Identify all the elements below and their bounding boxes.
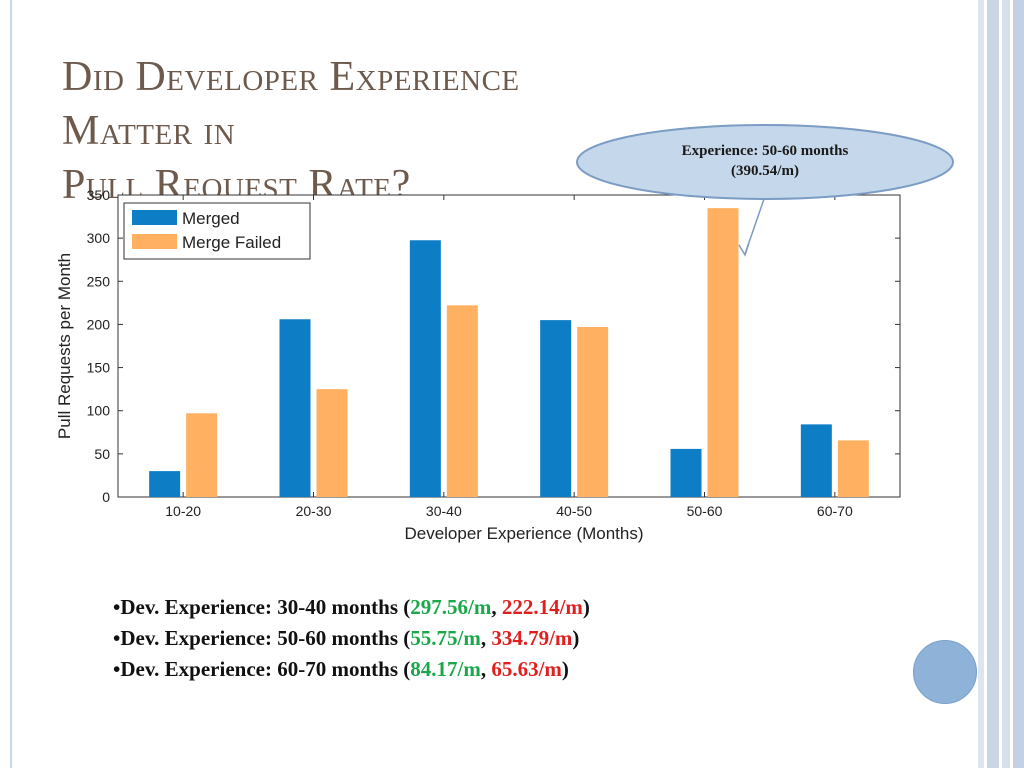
callout-line-1: Experience: 50-60 months bbox=[681, 143, 849, 159]
bar-merged bbox=[670, 448, 702, 497]
x-tick-label: 40-50 bbox=[556, 503, 592, 519]
bullet-paren-open: ( bbox=[403, 626, 411, 650]
failed-value: 65.63/m bbox=[491, 657, 562, 681]
legend-label: Merge Failed bbox=[182, 233, 281, 252]
bullet-list: •Dev. Experience: 30-40 months (297.56/m… bbox=[113, 592, 873, 685]
bar-merge-failed bbox=[707, 208, 739, 497]
callout-bubble bbox=[576, 124, 954, 200]
bullet-item: •Dev. Experience: 50-60 months (55.75/m,… bbox=[113, 623, 873, 654]
merged-value: 84.17/m bbox=[410, 657, 481, 681]
y-tick-label: 50 bbox=[94, 446, 110, 462]
bullet-text: •Dev. Experience: 60-70 months bbox=[113, 657, 404, 681]
bullet-separator: , bbox=[480, 657, 492, 681]
x-tick-label: 30-40 bbox=[426, 503, 462, 519]
bar-merged bbox=[409, 240, 441, 497]
slide-left-border bbox=[10, 0, 12, 768]
bar-merge-failed bbox=[577, 327, 609, 497]
x-tick-label: 50-60 bbox=[687, 503, 723, 519]
slide-right-stripes bbox=[978, 0, 1024, 768]
bar-merge-failed bbox=[837, 440, 869, 497]
bullet-item: •Dev. Experience: 30-40 months (297.56/m… bbox=[113, 592, 873, 623]
x-axis-label: Developer Experience (Months) bbox=[404, 524, 643, 543]
y-tick-label: 200 bbox=[87, 316, 111, 332]
callout-line-2: (390.54/m) bbox=[731, 163, 799, 179]
bar-merged bbox=[149, 471, 181, 497]
y-tick-label: 250 bbox=[87, 273, 111, 289]
y-tick-label: 350 bbox=[87, 187, 111, 203]
failed-value: 334.79/m bbox=[491, 626, 573, 650]
bar-merged bbox=[800, 424, 832, 497]
legend-swatch bbox=[132, 234, 177, 249]
bar-merged bbox=[540, 320, 572, 497]
x-tick-label: 10-20 bbox=[165, 503, 201, 519]
legend-label: Merged bbox=[182, 209, 240, 228]
bullet-separator: , bbox=[491, 595, 502, 619]
x-tick-label: 20-30 bbox=[296, 503, 332, 519]
failed-value: 222.14/m bbox=[501, 595, 583, 619]
title-line-1: Did Developer Experience Matter in bbox=[62, 54, 520, 154]
bar-merged bbox=[279, 319, 311, 497]
bullet-text: •Dev. Experience: 50-60 months bbox=[113, 626, 404, 650]
x-tick-label: 60-70 bbox=[817, 503, 853, 519]
bullet-paren-open: ( bbox=[403, 657, 411, 681]
chart-plot-layer: 0 50 100 150 200 250 300 350 10-20 20-30 30-40 40-5… bbox=[55, 187, 901, 543]
bullet-paren-open: ( bbox=[403, 595, 411, 619]
y-tick-label: 0 bbox=[102, 489, 110, 505]
bullet-separator: , bbox=[480, 626, 492, 650]
slide-circle-decoration bbox=[913, 640, 977, 704]
merged-value: 297.56/m bbox=[410, 595, 492, 619]
bullet-paren-close: ) bbox=[582, 595, 590, 619]
y-tick-label: 300 bbox=[87, 230, 111, 246]
legend-swatch bbox=[132, 210, 177, 225]
bullet-paren-close: ) bbox=[561, 657, 569, 681]
y-axis-label: Pull Requests per Month bbox=[55, 253, 74, 439]
merged-value: 55.75/m bbox=[410, 626, 481, 650]
callout-arrowhead bbox=[738, 242, 750, 257]
bar-merge-failed bbox=[186, 413, 218, 497]
bullet-text: •Dev. Experience: 30-40 months bbox=[113, 595, 404, 619]
y-tick-label: 150 bbox=[87, 360, 111, 376]
bullet-paren-close: ) bbox=[572, 626, 580, 650]
bar-merge-failed bbox=[446, 305, 478, 497]
bullet-item: •Dev. Experience: 60-70 months (84.17/m,… bbox=[113, 654, 873, 685]
y-tick-label: 100 bbox=[87, 403, 111, 419]
bar-merge-failed bbox=[316, 389, 348, 497]
callout-text: Experience: 50-60 months (390.54/m) bbox=[590, 141, 940, 181]
